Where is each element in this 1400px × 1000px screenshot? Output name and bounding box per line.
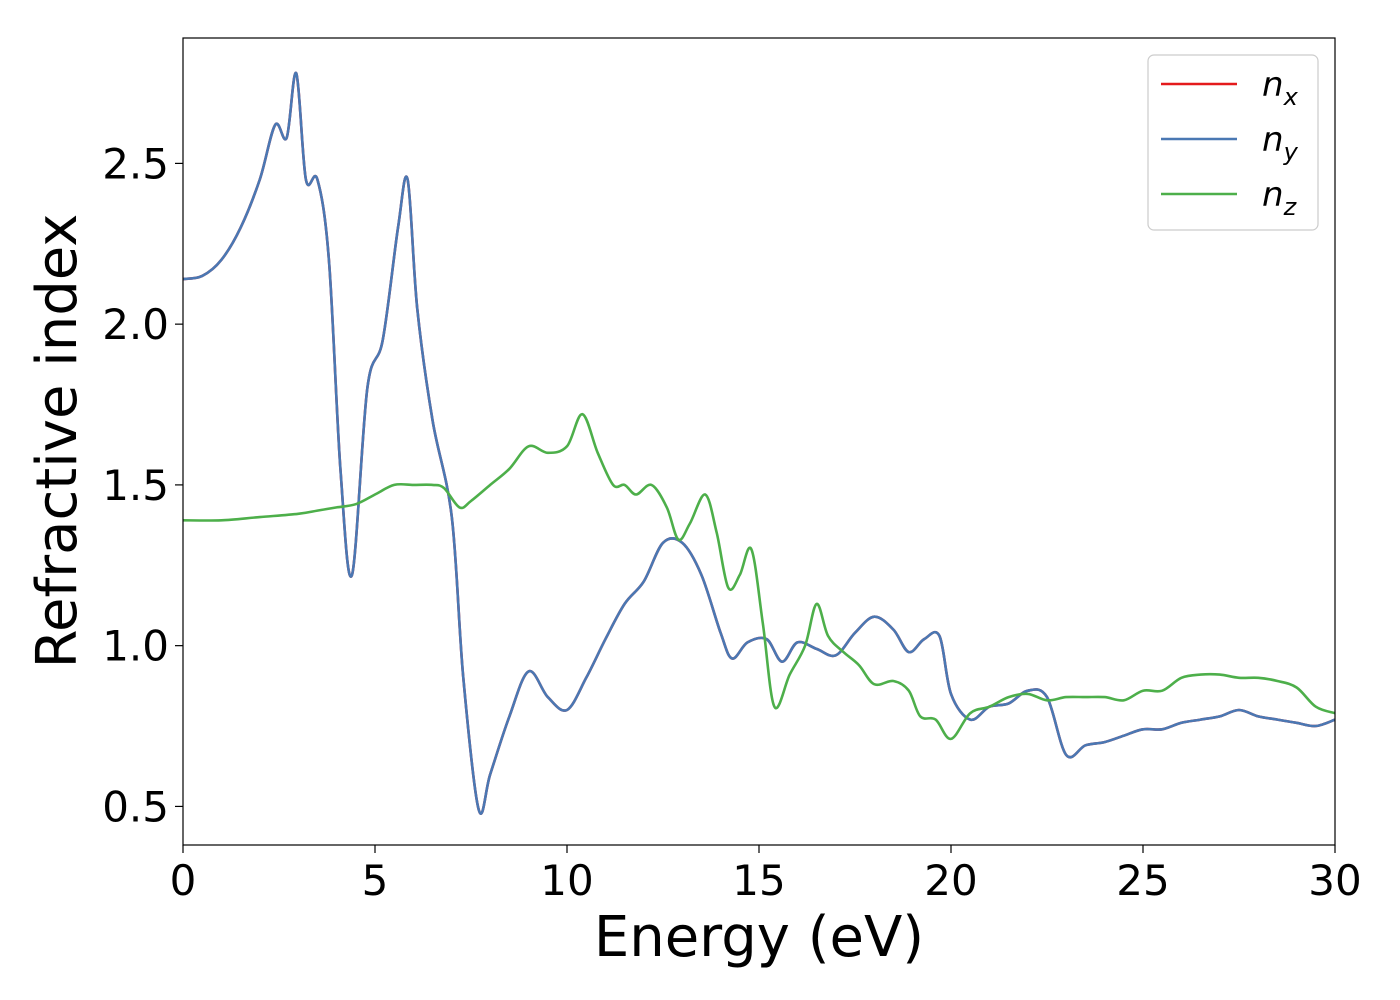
y-tick-label: 2.5 <box>102 139 169 188</box>
x-tick-label: 5 <box>362 856 389 905</box>
x-tick-label: 20 <box>924 856 977 905</box>
series-lines <box>183 72 1335 815</box>
legend-label-n-z: nz <box>1262 175 1298 221</box>
legend-label-main: n <box>1262 120 1284 160</box>
legend-label-subscript: y <box>1283 138 1299 166</box>
legend-label-n-y: ny <box>1262 120 1299 166</box>
legend-label-subscript: x <box>1283 83 1299 111</box>
y-tick-label: 1.0 <box>102 622 169 671</box>
y-tick-label: 0.5 <box>102 782 169 831</box>
legend-label-main: n <box>1262 65 1284 105</box>
x-tick-label: 15 <box>732 856 785 905</box>
x-tick-label: 0 <box>170 856 197 905</box>
legend-box <box>1147 54 1319 231</box>
plot-area <box>183 72 1335 815</box>
series-line-n-z <box>183 412 1335 741</box>
x-tick-label: 25 <box>1116 856 1169 905</box>
y-axis-ticks: 0.5 1.0 1.5 2.0 2.5 <box>102 139 183 831</box>
legend-label-n-x: nx <box>1262 65 1299 111</box>
x-axis-ticks: 0 5 10 15 20 25 30 <box>170 845 1362 905</box>
x-tick-label: 30 <box>1308 856 1361 905</box>
legend-label-main: n <box>1262 175 1284 215</box>
legend-label-subscript: z <box>1283 193 1298 221</box>
y-tick-label: 2.0 <box>102 300 169 349</box>
y-axis-label: Refractive index <box>25 214 90 669</box>
x-tick-label: 10 <box>540 856 593 905</box>
y-tick-label: 1.5 <box>102 461 169 510</box>
plot-frame <box>182 37 1336 846</box>
x-axis-label: Energy (eV) <box>594 905 924 970</box>
series-line-n-y <box>183 72 1335 815</box>
